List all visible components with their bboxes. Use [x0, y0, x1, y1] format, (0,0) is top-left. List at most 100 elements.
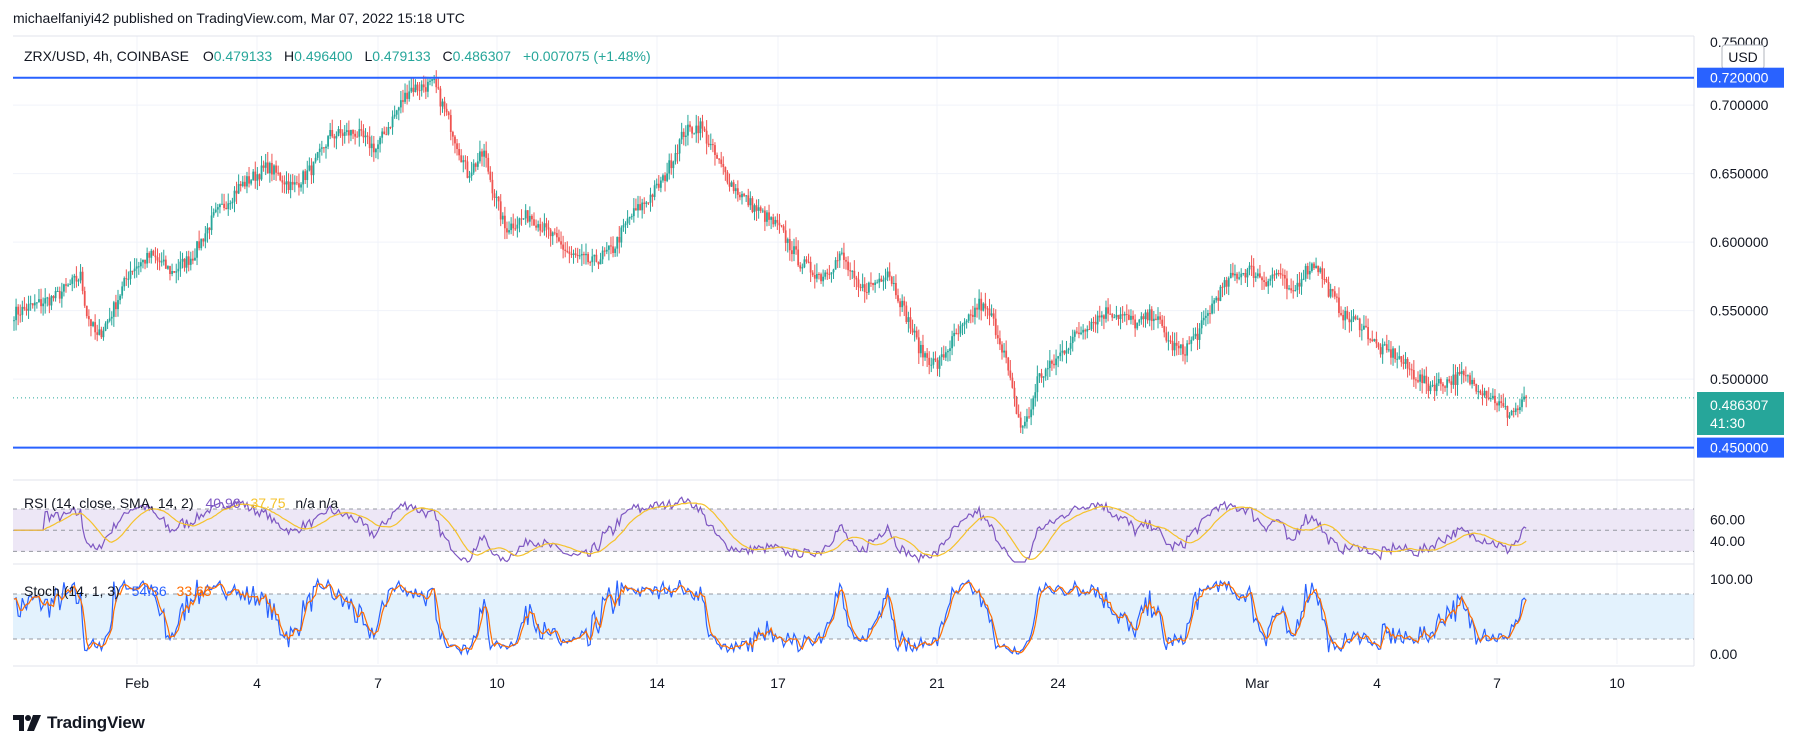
candle	[1221, 282, 1224, 298]
candle	[437, 77, 440, 90]
candle	[46, 296, 49, 307]
candle	[69, 279, 72, 286]
candle	[1390, 341, 1392, 365]
candle	[212, 208, 215, 218]
candle	[1080, 326, 1082, 336]
candle	[1375, 331, 1378, 349]
candle	[350, 129, 352, 142]
stoch-d-value: 33.65	[177, 583, 212, 599]
candle	[1142, 313, 1145, 328]
candle	[1385, 334, 1388, 353]
candle	[1479, 389, 1482, 396]
candle	[73, 273, 76, 289]
stoch-legend: Stoch (14, 1, 3) 54.36 33.65	[24, 583, 212, 599]
candle	[506, 221, 508, 239]
candle	[466, 156, 469, 179]
rsi-value: 40.96	[206, 495, 241, 511]
candle	[42, 297, 45, 316]
candle	[239, 181, 242, 192]
candle	[1464, 366, 1467, 382]
candle	[622, 218, 625, 232]
candle	[347, 120, 350, 144]
candle	[976, 303, 978, 318]
candle	[493, 189, 496, 207]
candle	[980, 292, 983, 321]
candle	[358, 118, 361, 147]
candle	[1146, 309, 1149, 324]
candle	[1473, 377, 1476, 387]
time-axis[interactable]: Feb 4 7 10 14 17 21 24 Mar 4 7 10	[125, 675, 1625, 691]
candle	[1055, 349, 1057, 376]
candle	[489, 166, 492, 183]
candle	[689, 121, 691, 132]
candle	[799, 262, 802, 272]
currency-badge[interactable]: USD	[1721, 44, 1765, 70]
candle	[27, 295, 30, 319]
price-axis[interactable]: 0.750000 0.7000000.6500000.6000000.55000…	[1710, 34, 1769, 387]
candle	[1400, 355, 1403, 367]
candle	[601, 246, 604, 264]
candle	[1265, 276, 1268, 287]
candle	[54, 287, 57, 302]
candle	[254, 161, 257, 189]
candle	[395, 109, 398, 120]
candle	[71, 274, 74, 292]
candle	[949, 340, 951, 362]
candle	[225, 201, 228, 210]
candle	[709, 133, 712, 150]
candle	[497, 196, 500, 211]
candle	[826, 268, 829, 280]
level-lines[interactable]	[13, 76, 1694, 449]
candle	[528, 206, 531, 228]
candle	[591, 248, 594, 273]
candle	[736, 180, 739, 202]
candle	[878, 272, 881, 289]
candle	[487, 153, 490, 175]
candle	[1415, 377, 1417, 389]
candle	[1485, 390, 1488, 406]
candle	[1090, 318, 1093, 331]
candle	[44, 288, 47, 314]
candle	[1412, 360, 1415, 388]
candle	[1051, 359, 1053, 371]
rsi-axis: 60.00 40.00	[1710, 512, 1745, 549]
candle	[707, 134, 710, 148]
candle	[1521, 393, 1523, 412]
candle	[1252, 258, 1255, 288]
candle	[206, 223, 209, 243]
candle	[219, 203, 221, 214]
candle	[260, 155, 263, 181]
candle	[516, 216, 519, 238]
candle	[763, 206, 766, 231]
candle	[256, 167, 259, 190]
candle	[1036, 365, 1039, 402]
candle	[988, 298, 991, 326]
resistance-badge	[1697, 67, 1784, 88]
candle	[435, 70, 438, 94]
candle	[65, 277, 67, 293]
legend-h-value: 0.496400	[294, 48, 353, 64]
candle	[1134, 314, 1137, 337]
legend-c-value: 0.486307	[453, 48, 512, 64]
candle	[720, 151, 723, 168]
candle	[283, 175, 286, 194]
candle	[1317, 265, 1320, 276]
candle	[135, 258, 138, 278]
candle	[1519, 398, 1521, 414]
tradingview-logo[interactable]: TradingView	[13, 713, 145, 733]
candle	[639, 196, 641, 211]
candle	[772, 213, 775, 228]
candle	[1198, 323, 1201, 349]
candle	[237, 174, 240, 195]
candle	[277, 165, 280, 176]
candle	[229, 200, 232, 211]
candle	[545, 217, 548, 238]
candle	[451, 130, 454, 146]
candle	[287, 173, 290, 194]
candle	[703, 126, 706, 133]
candle	[460, 149, 463, 163]
candle	[637, 195, 639, 218]
candle	[990, 304, 993, 318]
candle	[424, 76, 427, 100]
